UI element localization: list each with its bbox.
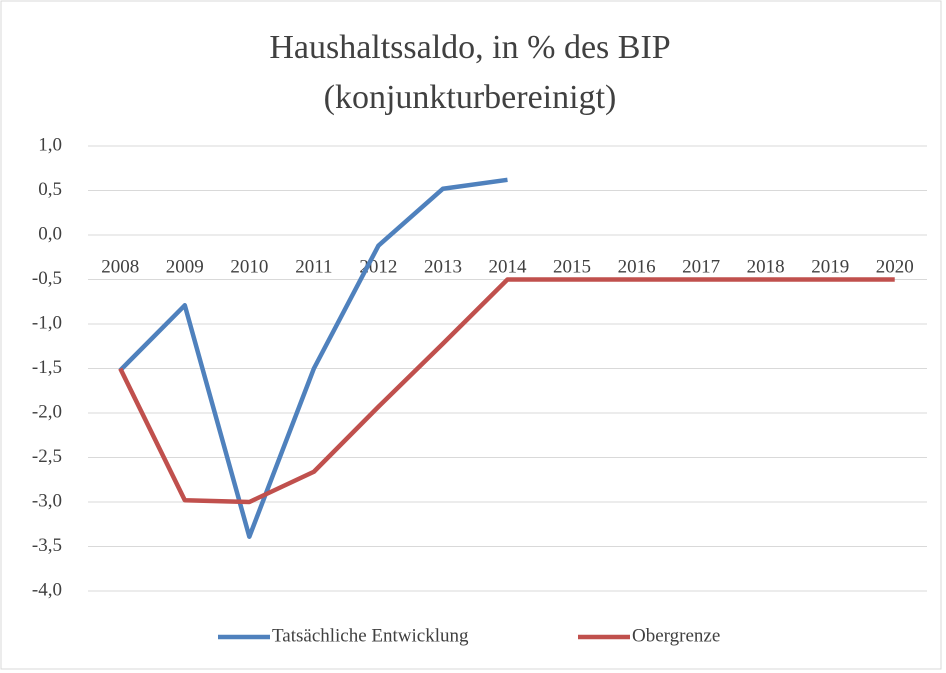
chart-title: (konjunkturbereinigt) (324, 79, 617, 116)
y-tick-label: 1,0 (38, 134, 62, 155)
chart-title: Haushaltssaldo, in % des BIP (269, 29, 670, 66)
legend-label: Obergrenze (632, 625, 720, 646)
x-tick-label: 2017 (682, 256, 720, 277)
data-line (118, 177, 508, 539)
x-tick-label: 2009 (166, 256, 204, 277)
x-tick-label: 2016 (618, 256, 656, 277)
y-tick-label: -4,0 (32, 579, 62, 600)
y-tick-label: -2,5 (32, 446, 62, 467)
x-tick-label: 2008 (101, 256, 139, 277)
x-tick-label: 2020 (876, 256, 914, 277)
y-tick-label: -2,0 (32, 401, 62, 422)
x-tick-label: 2018 (747, 256, 785, 277)
y-tick-label: -1,0 (32, 312, 62, 333)
y-tick-label: -3,0 (32, 490, 62, 511)
x-tick-label: 2014 (489, 256, 528, 277)
x-tick-label: 2013 (424, 256, 462, 277)
y-tick-label: 0,5 (38, 179, 62, 200)
y-tick-label: -0,5 (32, 268, 62, 289)
y-tick-label: 0,0 (38, 223, 62, 244)
data-line (118, 277, 895, 505)
x-tick-label: 2015 (553, 256, 591, 277)
x-tick-label: 2010 (230, 256, 268, 277)
y-tick-label: -1,5 (32, 357, 62, 378)
x-tick-label: 2011 (295, 256, 332, 277)
y-tick-label: -3,5 (32, 535, 62, 556)
legend-label: Tatsächliche Entwicklung (272, 625, 469, 646)
x-tick-label: 2019 (811, 256, 849, 277)
